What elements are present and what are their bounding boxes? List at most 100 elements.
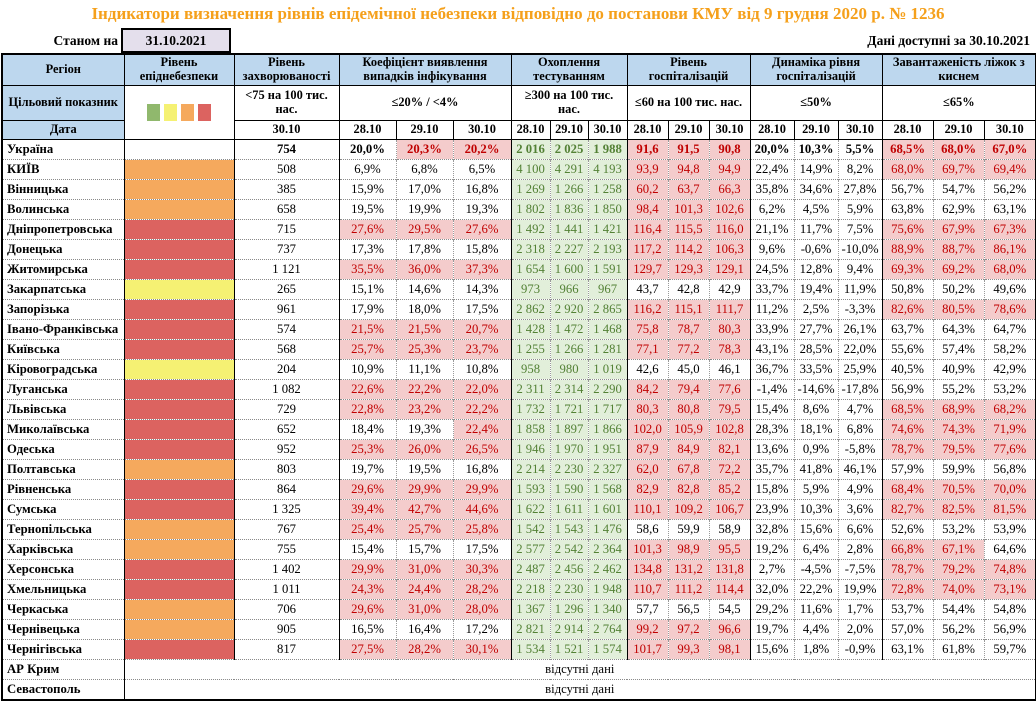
region-cell: Чернівецька (2, 619, 124, 640)
dynamics-cell: 35,8% (749, 179, 795, 200)
as-of-label: Станом на (53, 32, 119, 48)
detection-cell: 29,9% (452, 479, 512, 500)
detection-cell: 19,7% (338, 459, 396, 480)
date-cell: 28.10 (749, 120, 795, 140)
region-cell: Харківська (2, 539, 124, 560)
detection-cell: 22,2% (452, 399, 512, 420)
detection-cell: 24,3% (338, 579, 396, 600)
hospitalization-cell: 96,6 (708, 619, 751, 640)
detection-cell: 39,4% (338, 499, 396, 520)
testing-cell: 2 214 (510, 459, 551, 480)
date-cell: 29.10 (395, 120, 454, 140)
hospitalization-cell: 62,0 (626, 459, 669, 480)
testing-cell: 1 732 (510, 399, 551, 420)
testing-header: Охоплення тестуванням (510, 53, 628, 86)
epid-level-cell (123, 379, 234, 400)
oxygen-beds-cell: 49,6% (983, 279, 1036, 300)
hospitalization-cell: 58,6 (626, 519, 669, 540)
date-cell: 30.10 (452, 120, 512, 140)
detection-cell: 17,8% (395, 239, 453, 260)
incidence-cell: 1 011 (233, 579, 339, 600)
oxygen-beds-cell: 71,9% (983, 419, 1036, 440)
incidence-cell: 1 082 (233, 379, 339, 400)
detection-cell: 25,3% (395, 339, 453, 360)
testing-cell: 2 290 (587, 379, 628, 400)
epid-level-cell (123, 299, 234, 320)
dynamics-cell: 11,2% (749, 299, 795, 320)
dynamics-cell: 4,9% (837, 479, 883, 500)
dynamics-cell: 33,5% (793, 359, 839, 380)
dynamics-cell: 4,4% (793, 619, 839, 640)
hospitalization-cell: 90,8 (708, 139, 751, 160)
testing-cell: 2 487 (510, 559, 551, 580)
dynamics-cell: 15,6% (793, 519, 839, 540)
oxygen-beds-cell: 42,9% (983, 359, 1036, 380)
epid-level-cell (123, 479, 234, 500)
dynamics-cell: 19,9% (837, 579, 883, 600)
detection-cell: 25,8% (452, 519, 512, 540)
testing-cell: 1 721 (549, 399, 589, 420)
hospitalization-cell: 80,3 (708, 319, 751, 340)
detection-cell: 27,5% (338, 639, 396, 660)
oxygen-beds-cell: 53,2% (983, 379, 1036, 400)
detection-cell: 6,8% (395, 159, 453, 180)
incidence-cell: 952 (233, 439, 339, 460)
hospitalization-cell: 102,8 (708, 419, 751, 440)
header-date-row: Дата 30.10 28.10 29.10 30.10 28.10 29.10… (1, 120, 1036, 140)
hospitalization-cell: 84,9 (667, 439, 710, 460)
detection-cell: 30,3% (452, 559, 512, 580)
oxygen-beds-cell: 73,1% (983, 579, 1036, 600)
detection-cell: 25,7% (395, 519, 453, 540)
incidence-cell: 729 (233, 399, 339, 420)
hospitalization-cell: 75,8 (626, 319, 669, 340)
oxygen-beds-cell: 63,8% (881, 199, 934, 220)
oxygen-beds-cell: 64,7% (983, 319, 1036, 340)
hospitalization-cell: 101,7 (626, 639, 669, 660)
testing-cell: 1 802 (510, 199, 551, 220)
detection-cell: 22,8% (338, 399, 396, 420)
detection-cell: 16,8% (452, 179, 512, 200)
dynamics-cell: -17,8% (837, 379, 883, 400)
testing-cell: 1 858 (510, 419, 551, 440)
dynamics-cell: -0,9% (837, 639, 883, 660)
detection-cell: 29,6% (338, 479, 396, 500)
incidence-cell: 905 (233, 619, 339, 640)
testing-cell: 1 568 (587, 479, 628, 500)
hospitalization-cell: 58,9 (708, 519, 751, 540)
no-data-cell: відсутні дані (123, 659, 1036, 680)
testing-cell: 1 269 (510, 179, 551, 200)
dynamics-cell: 2,7% (749, 559, 795, 580)
region-cell: Сумська (2, 499, 124, 520)
table-row: Тернопільська 767 25,4% 25,7% 25,8% 1 542 1 54… (2, 519, 1036, 540)
detection-cell: 26,5% (452, 439, 512, 460)
region-cell: Одеська (2, 439, 124, 460)
testing-cell: 2 318 (510, 239, 551, 260)
dynamics-cell: 5,5% (837, 139, 883, 160)
detection-target: ≤20% / <4% (338, 85, 512, 121)
region-cell: КИЇВ (2, 159, 124, 180)
dynamics-cell: 6,6% (837, 519, 883, 540)
detection-cell: 29,5% (395, 219, 453, 240)
dynamics-cell: 11,9% (837, 279, 883, 300)
hospitalization-cell: 93,9 (626, 159, 669, 180)
region-cell: Севастополь (2, 679, 124, 700)
meta-bar: Станом на 31.10.2021 Дані доступні за 30… (0, 28, 1036, 53)
hospitalization-cell: 101,3 (626, 539, 669, 560)
oxygen-beds-cell: 54,4% (932, 599, 985, 620)
oxygen-beds-cell: 63,1% (881, 639, 934, 660)
region-cell: Миколаївська (2, 419, 124, 440)
table-row: Сумська 1 325 39,4% 42,7% 44,6% 1 622 1 611 1 6… (2, 499, 1036, 520)
oxygen-beds-cell: 63,7% (881, 319, 934, 340)
hospitalization-cell: 99,2 (626, 619, 669, 640)
detection-cell: 25,4% (338, 519, 396, 540)
as-of-date: 31.10.2021 (121, 28, 231, 53)
testing-cell: 4 193 (587, 159, 628, 180)
dynamics-cell: 27,8% (837, 179, 883, 200)
table-row: Луганська 1 082 22,6% 22,2% 22,0% 2 311 2 314 2… (2, 379, 1036, 400)
hospitalization-cell: 82,9 (626, 479, 669, 500)
detection-cell: 20,0% (338, 139, 396, 160)
testing-cell: 1 421 (587, 219, 628, 240)
detection-cell: 19,3% (452, 199, 512, 220)
dynamics-cell: 26,1% (837, 319, 883, 340)
epid-level-cell (123, 359, 234, 380)
